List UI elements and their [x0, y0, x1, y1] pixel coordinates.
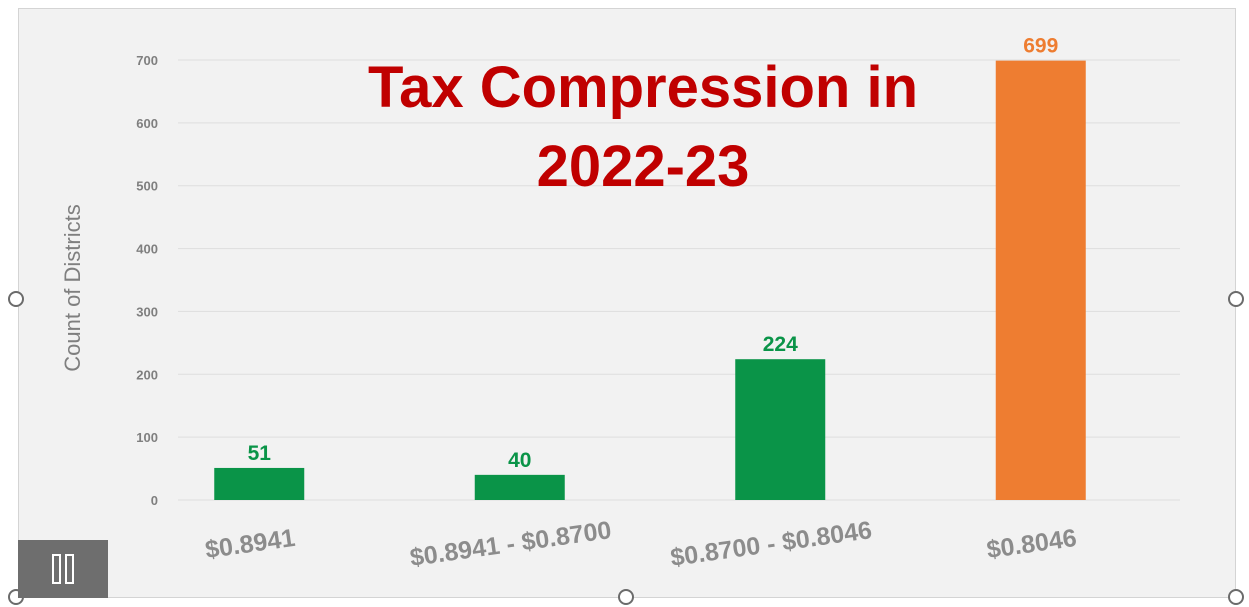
x-axis-ticks: $0.8941 $0.8941 - $0.8700 $0.8700 - $0.804… — [203, 516, 1078, 572]
resize-handle-right[interactable] — [1228, 291, 1244, 307]
y-tick-label: 700 — [136, 53, 158, 68]
resize-handle-bottom-right[interactable] — [1228, 589, 1244, 605]
x-tick-label: $0.8700 - $0.8046 — [669, 516, 874, 572]
y-tick-label: 200 — [136, 367, 158, 382]
layout-options-icon — [52, 554, 61, 584]
bar — [214, 467, 305, 500]
y-tick-label: 400 — [136, 242, 158, 257]
resize-handle-bottom[interactable] — [618, 589, 634, 605]
data-label: 51 — [248, 442, 272, 465]
bar — [735, 359, 826, 500]
bar — [995, 60, 1086, 500]
data-label: 40 — [508, 449, 531, 472]
x-tick-label: $0.8046 — [985, 524, 1078, 564]
x-tick-label: $0.8941 - $0.8700 — [408, 516, 613, 572]
chart-title-line-2: 2022-23 — [537, 134, 750, 199]
resize-handle-left[interactable] — [8, 291, 24, 307]
layout-options-icon-bar — [65, 554, 74, 584]
data-label: 224 — [763, 333, 798, 356]
bar — [474, 474, 565, 500]
y-tick-label: 600 — [136, 116, 158, 131]
layout-options-button[interactable] — [18, 540, 108, 598]
y-axis-ticks: 0 100 200 300 400 500 600 700 — [136, 53, 158, 508]
y-tick-label: 500 — [136, 179, 158, 194]
y-tick-label: 100 — [136, 430, 158, 445]
x-tick-label: $0.8941 — [203, 524, 296, 564]
data-label: 699 — [1023, 35, 1058, 58]
y-tick-label: 0 — [151, 493, 158, 508]
chart-title-line-1: Tax Compression in — [368, 55, 918, 120]
data-labels: 51 40 224 699 — [248, 35, 1059, 472]
y-tick-label: 300 — [136, 304, 158, 319]
y-axis-label: Count of Districts — [60, 204, 85, 372]
bars — [214, 60, 1086, 500]
